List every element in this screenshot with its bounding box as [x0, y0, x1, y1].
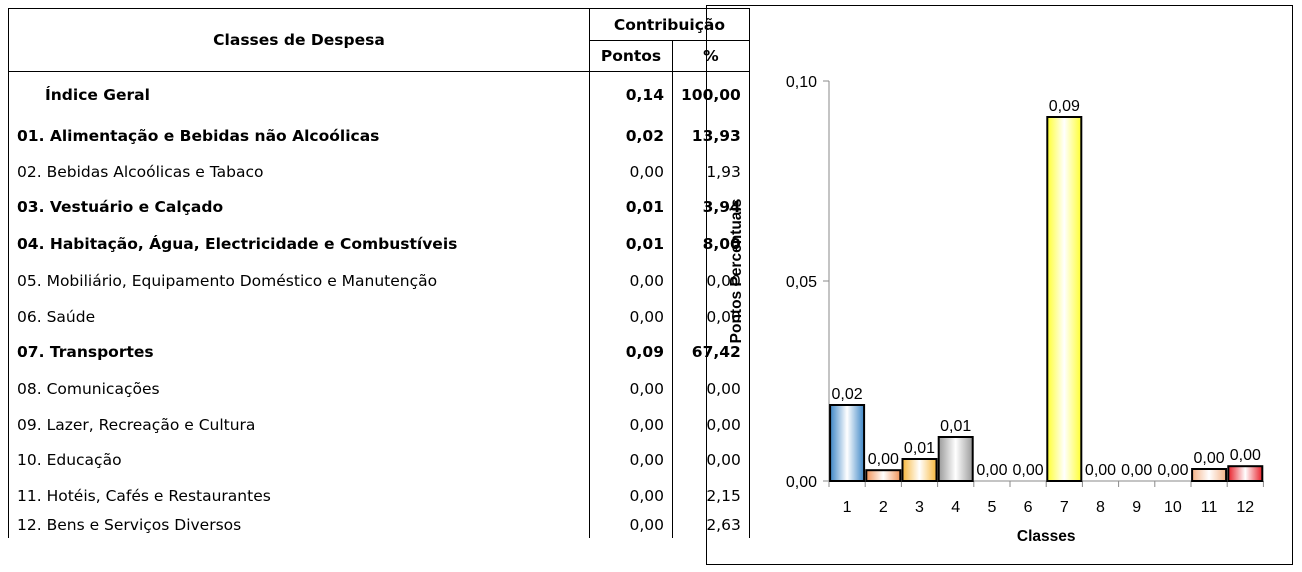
row-label: 03. Vestuário e Calçado — [8, 188, 590, 226]
bar-value-label: 0,00 — [1085, 462, 1116, 479]
row-points: 0,00 — [589, 407, 673, 442]
row-percent: 3,94 — [672, 188, 750, 226]
bar — [1191, 468, 1228, 482]
row-label: 09. Lazer, Recreação e Cultura — [8, 407, 590, 442]
table-row: 04. Habitação, Água, Electricidade e Com… — [8, 225, 750, 263]
row-points: 0,02 — [589, 117, 673, 155]
y-tick-label: 0,10 — [786, 74, 817, 91]
table-row: 02. Bebidas Alcoólicas e Tabaco 0,00 1,93 — [8, 154, 750, 189]
x-tick-label: 8 — [1096, 499, 1105, 516]
bar-value-label: 0,00 — [1121, 462, 1152, 479]
header-percent: % — [672, 40, 750, 72]
row-label: 11. Hotéis, Cafés e Restaurantes — [8, 478, 590, 513]
row-label: Índice Geral — [8, 71, 590, 118]
header-points: Pontos — [589, 40, 673, 72]
bar-value-label: 0,00 — [1013, 462, 1044, 479]
bar-value-label: 0,01 — [940, 418, 971, 435]
row-percent: 67,42 — [672, 333, 750, 371]
x-tick-label: 6 — [1024, 499, 1033, 516]
bar — [937, 436, 974, 482]
y-axis-title: Pontos Percentuais — [728, 199, 745, 344]
row-points: 0,00 — [589, 478, 673, 513]
y-tick-label: 0,00 — [786, 474, 817, 491]
x-tick-label: 11 — [1201, 499, 1218, 516]
row-label: 06. Saúde — [8, 299, 590, 334]
header-classes: Classes de Despesa — [8, 8, 590, 72]
table-row: 09. Lazer, Recreação e Cultura 0,00 0,00 — [8, 407, 750, 442]
row-percent: 100,00 — [672, 71, 750, 118]
table-row: 12. Bens e Serviços Diversos 0,00 2,63 — [8, 512, 750, 538]
x-tick-label: 4 — [951, 499, 960, 516]
x-axis-title: Classes — [1017, 528, 1076, 545]
table-row: 03. Vestuário e Calçado 0,01 3,94 — [8, 188, 750, 226]
row-label: 02. Bebidas Alcoólicas e Tabaco — [8, 154, 590, 189]
row-points: 0,01 — [589, 225, 673, 263]
row-percent: 8,00 — [672, 225, 750, 263]
bar — [829, 404, 866, 482]
x-tick-label: 1 — [843, 499, 852, 516]
row-percent: 2,15 — [672, 478, 750, 513]
table-row: 07. Transportes 0,09 67,42 — [8, 333, 750, 371]
row-points: 0,01 — [589, 188, 673, 226]
x-tick-label: 2 — [879, 499, 888, 516]
chart-panel: 0,00 0,05 0,10 0,02 1 0,00 2 0,01 3 0,01 4 0,00 5 0,0… — [706, 5, 1293, 565]
bar-value-label: 0,00 — [868, 451, 899, 468]
bar-value-label: 0,02 — [832, 386, 863, 403]
x-tick-label: 9 — [1132, 499, 1141, 516]
row-points: 0,00 — [589, 370, 673, 408]
row-points: 0,00 — [589, 441, 673, 479]
bar — [1046, 116, 1083, 482]
row-percent: 2,63 — [672, 512, 750, 538]
table-row: 06. Saúde 0,00 0,00 — [8, 299, 750, 334]
row-percent: 1,93 — [672, 154, 750, 189]
table-row: 10. Educação 0,00 0,00 — [8, 441, 750, 479]
row-percent: 0,00 — [672, 299, 750, 334]
row-label: 08. Comunicações — [8, 370, 590, 408]
contribution-table: Classes de Despesa Contribuição Pontos %… — [8, 8, 750, 538]
header-contribution: Contribuição — [589, 8, 750, 41]
bar-value-label: 0,00 — [976, 462, 1007, 479]
row-label: 12. Bens e Serviços Diversos — [8, 512, 590, 538]
x-tick-label: 7 — [1060, 499, 1069, 516]
row-points: 0,00 — [589, 512, 673, 538]
table-row: 05. Mobiliário, Equipamento Doméstico e … — [8, 262, 750, 300]
row-percent: 0,00 — [672, 441, 750, 479]
bar-value-label: 0,00 — [1157, 462, 1188, 479]
row-label: 10. Educação — [8, 441, 590, 479]
bar — [1227, 465, 1264, 483]
row-points: 0,00 — [589, 299, 673, 334]
bar — [901, 458, 938, 482]
bar-value-label: 0,01 — [904, 440, 935, 457]
table-row: 01. Alimentação e Bebidas não Alcoólicas… — [8, 117, 750, 155]
bar-value-label: 0,00 — [1194, 450, 1225, 467]
row-points: 0,00 — [589, 262, 673, 300]
row-points: 0,00 — [589, 154, 673, 189]
x-tick-label: 5 — [987, 499, 996, 516]
bar-chart: 0,00 0,05 0,10 0,02 1 0,00 2 0,01 3 0,01 4 0,00 5 0,0… — [728, 74, 1264, 545]
table-row: 11. Hotéis, Cafés e Restaurantes 0,00 2,15 — [8, 478, 750, 513]
x-tick-label: 12 — [1236, 499, 1254, 516]
row-label: 05. Mobiliário, Equipamento Doméstico e … — [8, 262, 590, 300]
x-tick-label: 10 — [1164, 499, 1182, 516]
row-percent: 13,93 — [672, 117, 750, 155]
row-percent: 0,00 — [672, 407, 750, 442]
x-tick-label: 3 — [915, 499, 924, 516]
row-points: 0,14 — [589, 71, 673, 118]
y-tick-label: 0,05 — [786, 274, 817, 291]
row-label: 07. Transportes — [8, 333, 590, 371]
row-label: 04. Habitação, Água, Electricidade e Com… — [8, 225, 590, 263]
table-row: 08. Comunicações 0,00 0,00 — [8, 370, 750, 408]
bar-value-label: 0,00 — [1230, 447, 1261, 464]
bar-value-label: 0,09 — [1049, 98, 1080, 115]
row-percent: 0,00 — [672, 262, 750, 300]
table-row: Índice Geral 0,14 100,00 — [8, 71, 750, 118]
row-label: 01. Alimentação e Bebidas não Alcoólicas — [8, 117, 590, 155]
bar — [865, 469, 902, 483]
row-points: 0,09 — [589, 333, 673, 371]
row-percent: 0,00 — [672, 370, 750, 408]
